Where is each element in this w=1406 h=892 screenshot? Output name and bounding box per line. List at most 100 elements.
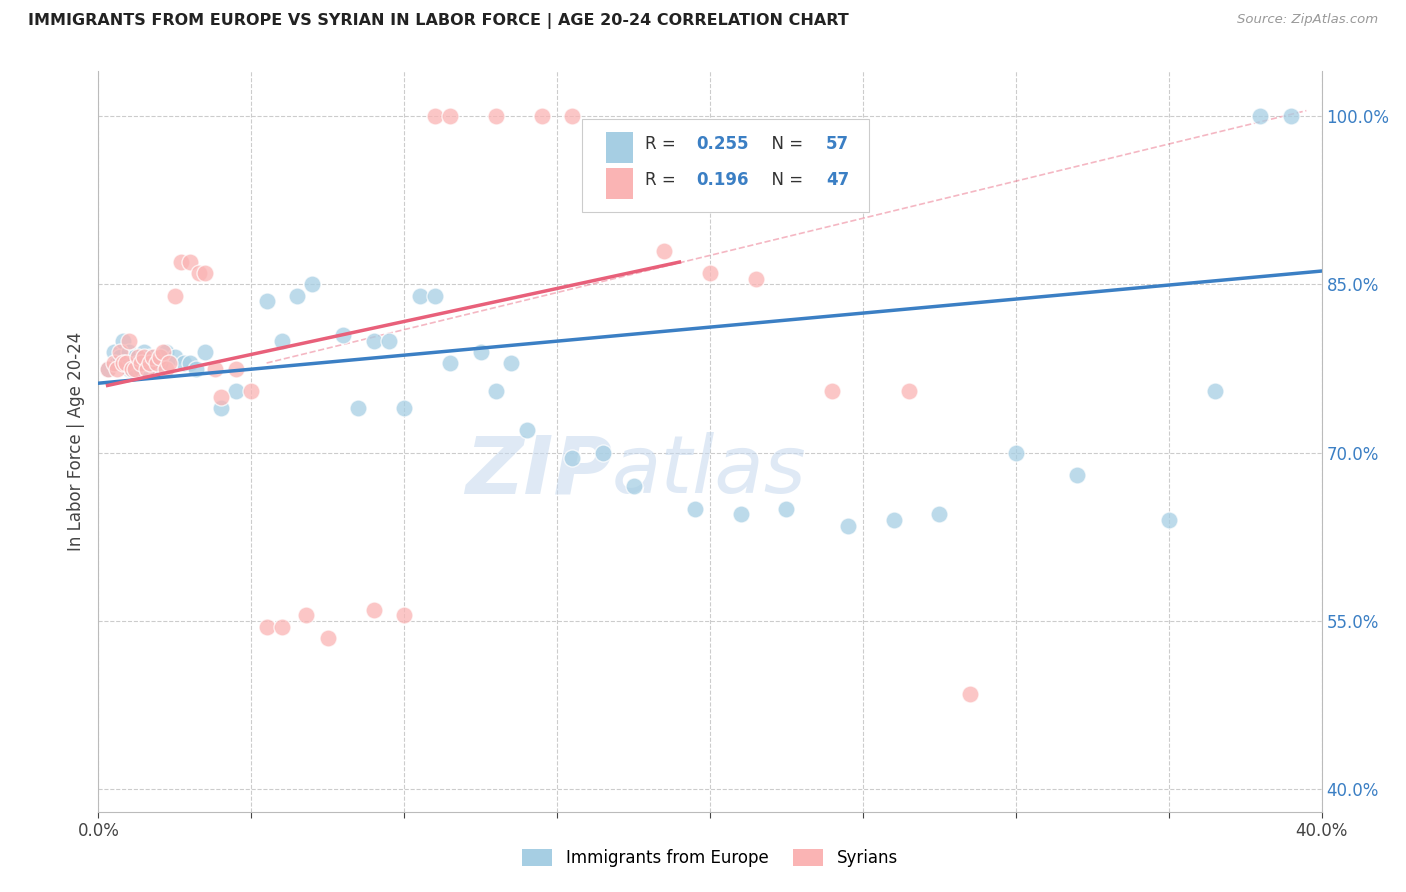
Point [256, 294, 278, 309]
Point [470, 344, 492, 359]
Point [316, 631, 339, 645]
Text: IMMIGRANTS FROM EUROPE VS SYRIAN IN LABOR FORCE | AGE 20-24 CORRELATION CHART: IMMIGRANTS FROM EUROPE VS SYRIAN IN LABO… [28, 13, 849, 29]
Bar [606, 132, 633, 163]
Point [163, 351, 186, 365]
Point [105, 356, 128, 370]
Point [152, 344, 174, 359]
Point [121, 361, 143, 376]
Point [240, 384, 263, 398]
Point [155, 361, 177, 376]
Point [775, 501, 797, 516]
Point [561, 109, 583, 123]
Text: 47: 47 [827, 171, 849, 189]
Bar [606, 168, 633, 199]
Point [127, 356, 149, 370]
Point [155, 344, 177, 359]
Point [652, 244, 675, 258]
Point [139, 356, 162, 370]
Point [347, 401, 370, 415]
Point [530, 109, 553, 123]
Point [1066, 468, 1088, 483]
Point [745, 272, 768, 286]
Point [378, 334, 401, 348]
Text: 0.255: 0.255 [696, 136, 749, 153]
Point [209, 390, 232, 404]
Point [959, 687, 981, 701]
Point [194, 266, 217, 280]
Point [332, 328, 354, 343]
Point [204, 361, 226, 376]
Text: 0.196: 0.196 [696, 171, 749, 189]
Point [623, 479, 645, 493]
Point [118, 361, 141, 376]
Point [170, 255, 193, 269]
Point [108, 344, 131, 359]
Point [124, 361, 146, 376]
Point [1004, 446, 1026, 460]
Point [561, 451, 583, 466]
Point [837, 518, 859, 533]
Point [363, 603, 385, 617]
Point [225, 384, 247, 398]
Point [1157, 513, 1180, 527]
Text: R =: R = [645, 171, 681, 189]
Point [129, 356, 152, 370]
Point [134, 351, 156, 365]
Point [173, 356, 195, 370]
Point [163, 289, 186, 303]
Point [118, 334, 141, 348]
Point [188, 266, 211, 280]
Point [897, 384, 920, 398]
Point [1249, 109, 1271, 123]
Point [136, 356, 159, 370]
Point [270, 334, 292, 348]
Point [145, 356, 167, 370]
Point [285, 289, 308, 303]
Point [301, 277, 323, 292]
Point [97, 361, 120, 376]
Point [423, 109, 446, 123]
Point [592, 446, 614, 460]
Point [408, 289, 430, 303]
Point [136, 361, 159, 376]
Point [142, 351, 165, 365]
Point [1279, 109, 1302, 123]
Y-axis label: In Labor Force | Age 20-24: In Labor Force | Age 20-24 [66, 332, 84, 551]
Point [103, 356, 125, 370]
Point [699, 266, 721, 280]
Point [225, 361, 247, 376]
Point [209, 401, 232, 415]
Point [363, 334, 385, 348]
Point [607, 194, 630, 208]
Point [118, 344, 141, 359]
Point [179, 356, 201, 370]
Point [149, 356, 172, 370]
Point [883, 513, 905, 527]
Legend: Immigrants from Europe, Syrians: Immigrants from Europe, Syrians [516, 842, 904, 874]
Point [115, 356, 138, 370]
Point [129, 361, 152, 376]
Point [392, 608, 416, 623]
Point [97, 361, 120, 376]
Point [516, 423, 538, 437]
Text: N =: N = [762, 171, 808, 189]
Point [108, 351, 131, 365]
Point [423, 289, 446, 303]
Point [124, 351, 146, 365]
Point [145, 361, 167, 376]
Point [111, 356, 134, 370]
Point [149, 351, 172, 365]
Point [142, 356, 165, 370]
Point [127, 351, 149, 365]
Text: ZIP: ZIP [465, 432, 612, 510]
Point [111, 334, 134, 348]
Point [928, 508, 950, 522]
Point [139, 351, 162, 365]
Point [179, 255, 201, 269]
Point [501, 356, 523, 370]
Point [392, 401, 416, 415]
Point [115, 356, 138, 370]
Point [485, 109, 508, 123]
Point [121, 361, 143, 376]
Text: atlas: atlas [612, 432, 807, 510]
